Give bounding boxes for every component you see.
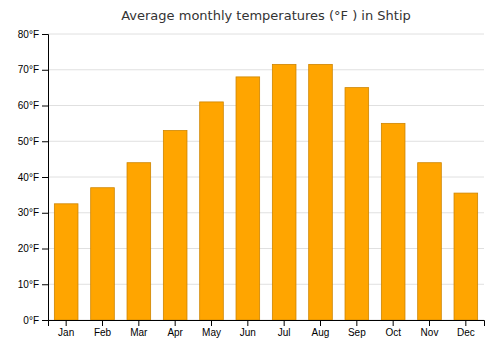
x-tick-mark	[247, 320, 248, 326]
grid-line	[48, 69, 484, 70]
x-tick-mark	[66, 320, 67, 326]
bar	[200, 102, 224, 320]
x-tick: Jan	[58, 320, 74, 338]
y-tick-label: 0°F	[23, 315, 39, 326]
y-tick-label: 50°F	[18, 136, 39, 147]
x-tick-label: Jul	[278, 327, 291, 338]
bar	[418, 163, 442, 320]
x-tick-mark	[284, 320, 285, 326]
x-tick: Oct	[385, 320, 401, 338]
y-axis-line	[42, 35, 49, 321]
y-tick: 10°F	[18, 279, 48, 290]
x-tick-mark	[211, 320, 212, 326]
x-tick: Sep	[348, 320, 366, 338]
y-tick-mark	[42, 249, 48, 250]
x-tick-mark	[393, 320, 394, 326]
bar	[91, 188, 115, 320]
x-tick-mark	[356, 320, 357, 326]
y-tick-mark	[42, 106, 48, 107]
y-tick-label: 30°F	[18, 207, 39, 218]
y-tick: 30°F	[18, 207, 48, 218]
y-tick-mark	[42, 320, 48, 321]
y-tick-label: 60°F	[18, 100, 39, 111]
x-tick-mark	[138, 320, 139, 326]
x-tick-mark	[429, 320, 430, 326]
x-tick-mark	[175, 320, 176, 326]
x-tick: Nov	[421, 320, 439, 338]
x-tick: Jun	[240, 320, 256, 338]
bars	[54, 64, 477, 320]
x-tick-label: Mar	[130, 327, 148, 338]
x-tick-label: Nov	[421, 327, 439, 338]
y-tick-label: 20°F	[18, 243, 39, 254]
bar	[345, 88, 369, 320]
x-tick-label: Aug	[312, 327, 330, 338]
y-tick-label: 70°F	[18, 64, 39, 75]
x-tick-mark	[102, 320, 103, 326]
grid-line	[48, 34, 484, 35]
y-tick-mark	[42, 70, 48, 71]
x-tick: Aug	[312, 320, 330, 338]
x-axis: Jan Feb Mar Apr May Jun Jul Aug Sep Oct Nov Dec	[49, 320, 485, 338]
x-tick: Jul	[278, 320, 291, 338]
bar	[127, 163, 151, 320]
x-axis-line	[49, 321, 485, 327]
x-tick: Dec	[457, 320, 475, 338]
x-tick-label: Dec	[457, 327, 475, 338]
bar	[54, 204, 78, 320]
bar	[163, 131, 187, 320]
x-tick: Feb	[94, 320, 112, 338]
y-tick-mark	[42, 213, 48, 214]
y-tick: 60°F	[18, 100, 48, 111]
x-tick: Mar	[130, 320, 148, 338]
grid	[48, 34, 484, 320]
y-tick-label: 40°F	[18, 172, 39, 183]
y-tick-mark	[42, 177, 48, 178]
y-tick-mark	[42, 141, 48, 142]
y-tick: 70°F	[18, 64, 48, 75]
x-tick: May	[202, 320, 221, 338]
x-tick-label: Jan	[58, 327, 74, 338]
y-axis: 0°F 10°F 20°F 30°F 40°F 50°F 60°F 70°F 80°F	[18, 29, 49, 326]
x-tick-label: May	[202, 327, 221, 338]
y-tick: 80°F	[18, 29, 48, 40]
x-tick-label: Oct	[385, 327, 401, 338]
y-tick: 20°F	[18, 243, 48, 254]
plot-area: 0°F 10°F 20°F 30°F 40°F 50°F 60°F 70°F 80°F Jan Fe…	[18, 29, 485, 338]
x-tick-mark	[465, 320, 466, 326]
chart-svg: 0°F 10°F 20°F 30°F 40°F 50°F 60°F 70°F 80°F Jan Fe…	[0, 0, 500, 350]
grid-line	[48, 141, 484, 142]
y-tick-mark	[42, 284, 48, 285]
bar	[381, 123, 405, 320]
y-tick-label: 10°F	[18, 279, 39, 290]
x-tick: Apr	[167, 320, 183, 338]
x-tick-label: Apr	[167, 327, 183, 338]
x-tick-label: Sep	[348, 327, 366, 338]
y-tick: 40°F	[18, 172, 48, 183]
bar	[454, 193, 478, 320]
y-tick-mark	[42, 34, 48, 35]
bar	[236, 77, 260, 320]
x-tick-label: Feb	[94, 327, 112, 338]
x-tick-mark	[320, 320, 321, 326]
y-tick: 50°F	[18, 136, 48, 147]
bar	[272, 64, 296, 320]
grid-line	[48, 105, 484, 106]
chart-container: 0°F 10°F 20°F 30°F 40°F 50°F 60°F 70°F 80°F Jan Fe…	[0, 0, 500, 350]
y-tick: 0°F	[23, 315, 48, 326]
bar	[309, 64, 333, 320]
y-tick-label: 80°F	[18, 29, 39, 40]
x-tick-label: Jun	[240, 327, 256, 338]
chart-title: Average monthly temperatures (°F ) in Sh…	[121, 8, 411, 23]
